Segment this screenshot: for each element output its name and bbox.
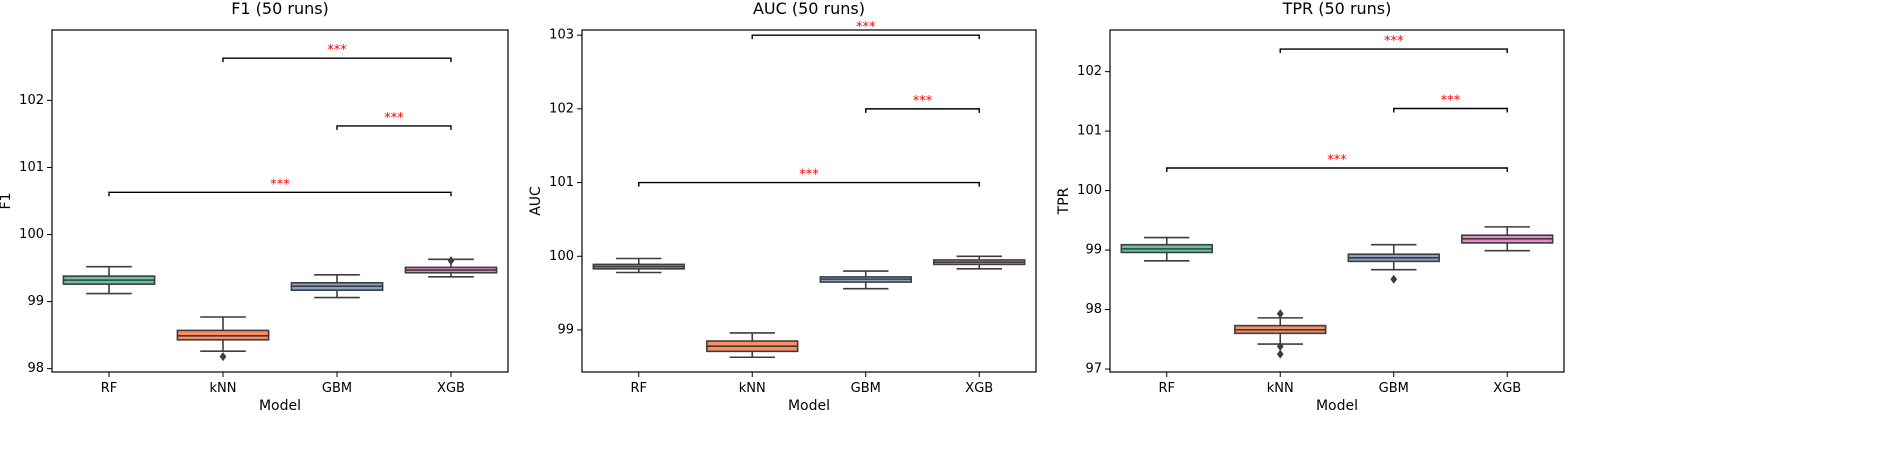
y-tick-label: 99 [27, 294, 44, 309]
box-kNN [1234, 309, 1327, 359]
y-tick-label: 102 [549, 101, 574, 116]
y-tick-label: 100 [19, 227, 44, 242]
significance-label: *** [1327, 153, 1347, 168]
significance-label: *** [799, 168, 819, 183]
y-tick-label: 100 [549, 249, 574, 264]
significance-bracket [1166, 167, 1508, 172]
y-axis-label: AUC [528, 186, 544, 216]
x-axis-label: Model [259, 398, 301, 414]
significance-label: *** [384, 111, 404, 126]
y-axis-label: TPR [1056, 187, 1072, 215]
significance-bracket [336, 125, 452, 130]
box-XGB [933, 255, 1026, 270]
x-tick-label: GBM [322, 381, 352, 396]
y-tick-label: 98 [27, 361, 44, 376]
significance-bracket [108, 191, 452, 197]
outlier-point [1276, 309, 1284, 319]
plot-frame [581, 29, 1037, 373]
x-tick-label: XGB [965, 381, 993, 396]
chart-panel-1: F1 (50 runs) 98 99 100 101 102 RF kNN GBM XGB Mode… [0, 0, 509, 414]
box-RF [592, 257, 685, 274]
chart-panel-2: AUC (50 runs) 99 100 101 102 103 RF kNN GBM XGB Mo… [528, 0, 1037, 414]
chart-title: TPR (50 runs) [1282, 0, 1392, 18]
outlier-point [1390, 274, 1398, 284]
y-tick-label: 100 [1077, 183, 1102, 198]
x-tick-label: kNN [210, 381, 237, 396]
significance-bracket [751, 34, 980, 40]
box-kNN [176, 316, 270, 362]
y-tick-label: 99 [1085, 243, 1102, 258]
x-tick-label: RF [1158, 381, 1175, 396]
x-tick-label: GBM [851, 381, 881, 396]
significance-bracket [638, 181, 980, 187]
box-RF [1120, 236, 1213, 262]
y-tick-label: 103 [549, 28, 574, 43]
y-tick-label: 98 [1085, 302, 1102, 317]
significance-label: *** [1384, 34, 1404, 49]
significance-bracket [1393, 107, 1508, 113]
x-tick-label: kNN [739, 381, 766, 396]
outlier-point [1276, 341, 1284, 351]
y-axis-label: F1 [0, 193, 14, 210]
x-tick-label: RF [630, 381, 647, 396]
x-tick-label: GBM [1379, 381, 1409, 396]
y-tick-label: 102 [19, 93, 44, 108]
chart-panel-3: TPR (50 runs) 97 98 99 100 101 102 RF kNN GBM XGB M… [1056, 0, 1565, 414]
significance-bracket [222, 57, 452, 63]
y-tick-label: 102 [1077, 64, 1102, 79]
box-kNN [706, 332, 799, 359]
box-XGB [1461, 226, 1554, 252]
y-tick-label: 99 [557, 322, 574, 337]
outlier-point [219, 352, 227, 362]
significance-bracket [865, 108, 980, 113]
significance-label: *** [1441, 94, 1461, 109]
outlier-point [447, 256, 455, 266]
box-GBM [1347, 243, 1440, 284]
significance-label: *** [856, 20, 876, 35]
y-tick-label: 101 [19, 160, 44, 175]
y-tick-label: 101 [549, 175, 574, 190]
x-axis-label: Model [1316, 398, 1358, 414]
box-XGB [404, 256, 498, 278]
x-axis-label: Model [788, 398, 830, 414]
x-tick-label: RF [101, 381, 118, 396]
y-tick-label: 101 [1077, 124, 1102, 139]
box-RF [62, 265, 156, 295]
box-GBM [290, 273, 384, 299]
x-tick-label: XGB [437, 381, 465, 396]
plot-frame [51, 29, 509, 373]
significance-label: *** [913, 94, 933, 109]
x-tick-label: XGB [1493, 381, 1521, 396]
y-tick-label: 97 [1085, 362, 1102, 377]
chart-title: F1 (50 runs) [231, 0, 329, 18]
significance-label: *** [327, 43, 347, 58]
chart-title: AUC (50 runs) [753, 0, 865, 18]
significance-bracket [1279, 48, 1508, 54]
x-tick-label: kNN [1267, 381, 1294, 396]
plot-frame [1109, 29, 1565, 373]
box-GBM [819, 270, 912, 290]
outlier-point [1276, 349, 1284, 359]
significance-label: *** [270, 177, 290, 192]
